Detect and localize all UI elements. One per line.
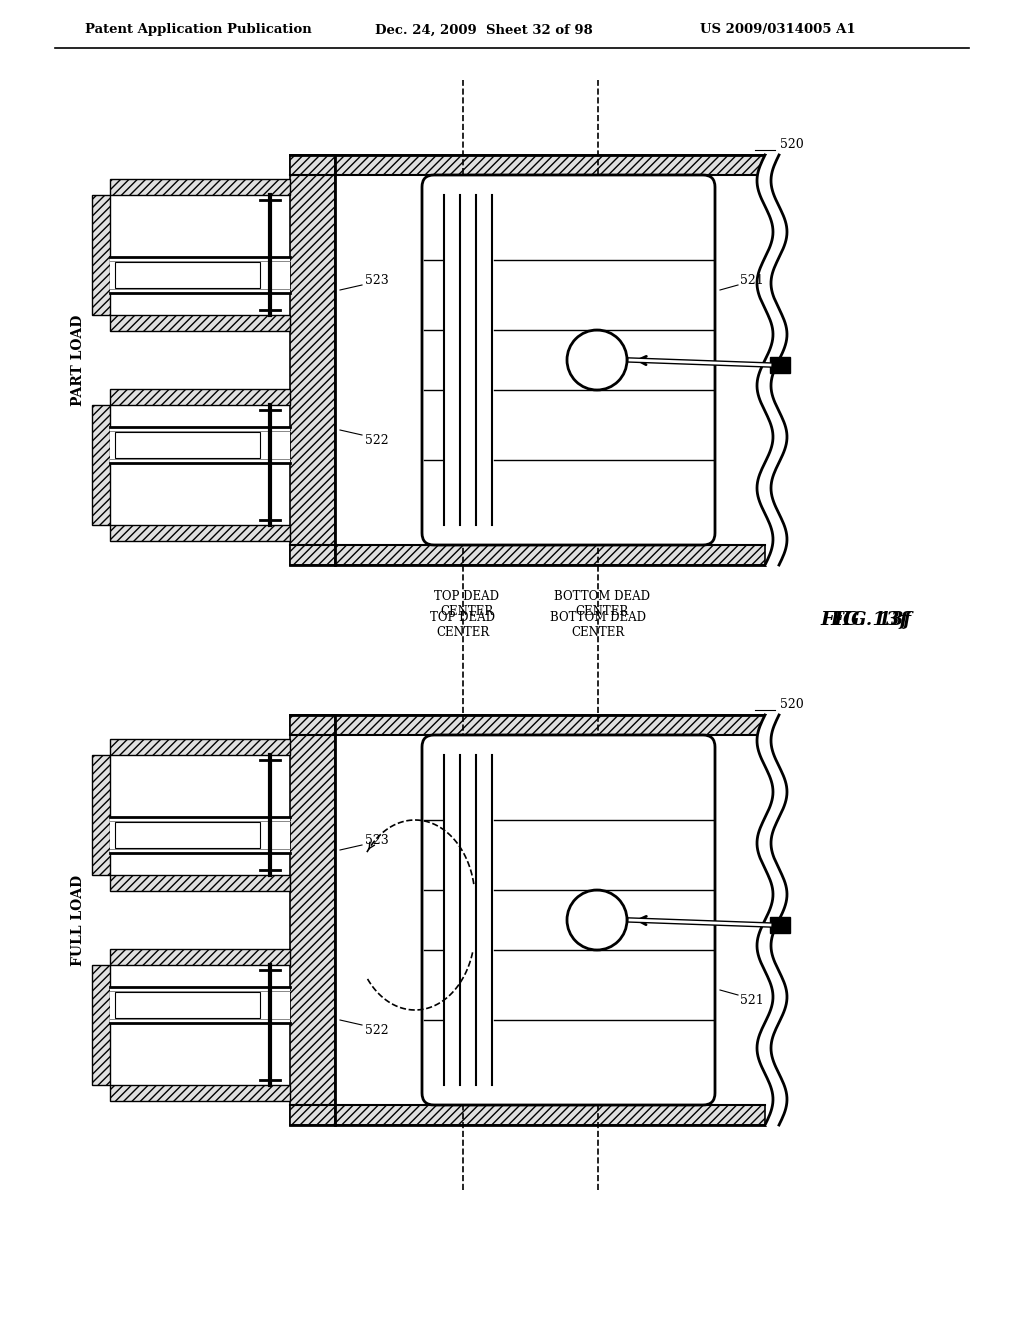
Text: 523: 523 [365, 273, 389, 286]
Bar [110, 180, 290, 195]
Polygon shape [770, 917, 790, 933]
Bar [110, 389, 290, 405]
Text: PART LOAD: PART LOAD [71, 314, 85, 405]
Bar [110, 1085, 290, 1101]
Bar [110, 525, 290, 541]
Bar [92, 405, 110, 525]
Bar [115, 993, 260, 1018]
Text: Patent Application Publication: Patent Application Publication [85, 24, 311, 37]
FancyBboxPatch shape [422, 735, 715, 1105]
FancyBboxPatch shape [422, 176, 715, 545]
Text: FIG. 13f: FIG. 13f [830, 611, 911, 630]
Text: Dec. 24, 2009  Sheet 32 of 98: Dec. 24, 2009 Sheet 32 of 98 [375, 24, 593, 37]
Bar [335, 154, 765, 565]
Bar [115, 261, 260, 288]
Bar [110, 426, 290, 463]
Text: TOP DEAD
CENTER: TOP DEAD CENTER [434, 590, 500, 618]
Text: 522: 522 [365, 433, 389, 446]
Bar [115, 432, 260, 458]
Bar [92, 755, 110, 875]
Bar [290, 715, 335, 1125]
Polygon shape [770, 356, 790, 374]
Text: BOTTOM DEAD
CENTER: BOTTOM DEAD CENTER [550, 611, 646, 639]
Bar [110, 257, 290, 293]
Text: 521: 521 [740, 994, 764, 1006]
Bar [110, 949, 290, 965]
Bar [290, 154, 335, 565]
Bar [110, 739, 290, 755]
Bar [110, 817, 290, 853]
Bar [110, 875, 290, 891]
Text: 523: 523 [365, 833, 389, 846]
Text: 522: 522 [365, 1023, 389, 1036]
Bar [290, 1105, 765, 1125]
Text: TOP DEAD
CENTER: TOP DEAD CENTER [430, 611, 496, 639]
Text: US 2009/0314005 A1: US 2009/0314005 A1 [700, 24, 856, 37]
Bar [290, 545, 765, 565]
Bar [92, 965, 110, 1085]
Bar [110, 315, 290, 331]
Text: BOTTOM DEAD
CENTER: BOTTOM DEAD CENTER [554, 590, 650, 618]
Text: 521: 521 [740, 273, 764, 286]
Text: FIG. 13f: FIG. 13f [820, 611, 908, 630]
Bar [290, 154, 765, 176]
Bar [290, 715, 765, 735]
Text: 520: 520 [780, 139, 804, 152]
Bar [115, 822, 260, 847]
Text: FULL LOAD: FULL LOAD [71, 874, 85, 965]
Bar [335, 715, 765, 1125]
Text: 520: 520 [780, 698, 804, 711]
Bar [92, 195, 110, 315]
Bar [110, 987, 290, 1023]
